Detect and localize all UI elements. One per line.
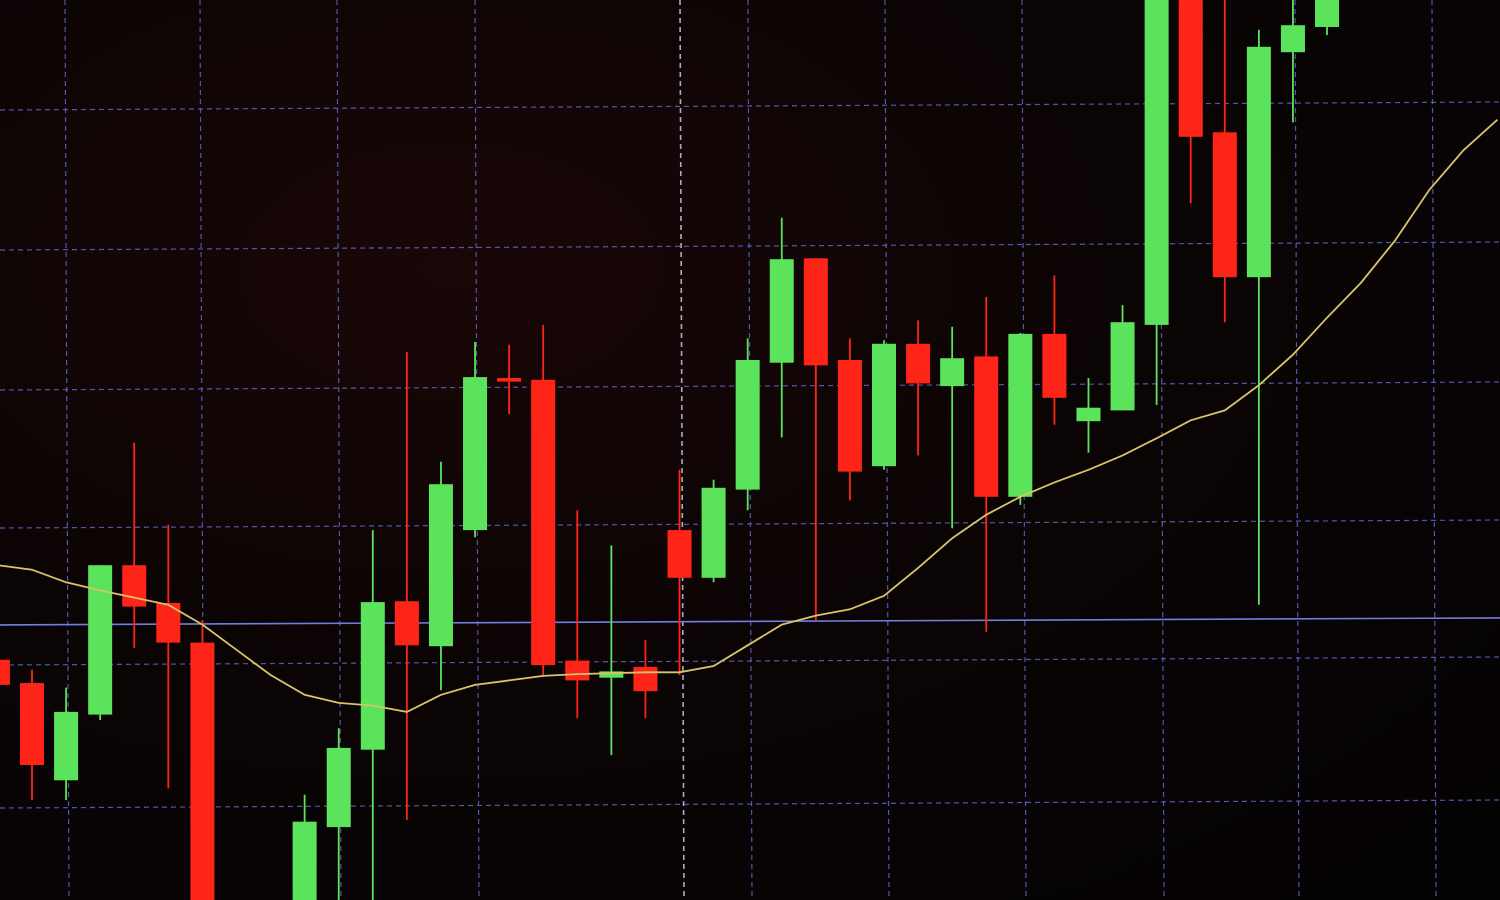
moving-average-line — [0, 119, 1499, 713]
candle-body-down — [974, 356, 999, 497]
candle-body-down — [20, 683, 44, 765]
grid-line-horizontal — [0, 656, 1500, 666]
candle-body-up — [872, 343, 896, 467]
candle-body-down — [0, 659, 10, 685]
candle-body-up — [1110, 322, 1135, 411]
candle-body-up — [599, 671, 624, 678]
candle-body-down — [1212, 132, 1237, 278]
candle-body-up — [1246, 46, 1271, 278]
grid-line-horizontal — [0, 519, 1500, 529]
candle-body-up — [54, 711, 79, 781]
horizontal-level-line — [0, 617, 1500, 626]
candle-body-up — [735, 360, 760, 490]
candle-body-down — [531, 379, 556, 666]
candle-body-down — [803, 258, 828, 366]
grid-line-horizontal — [0, 101, 1500, 111]
candle-body-up — [428, 484, 453, 647]
grid-line-vertical — [1431, 0, 1437, 900]
candle-body-up — [1144, 0, 1169, 325]
candle-body-up — [360, 602, 385, 750]
candle-body-down — [122, 565, 147, 607]
candle-body-down — [837, 360, 862, 472]
level-line-layer — [0, 617, 1500, 626]
grid-line-horizontal — [0, 241, 1500, 251]
candle-body-down — [633, 666, 658, 692]
candle-body-up — [292, 821, 317, 900]
candle-body-down — [565, 660, 590, 681]
grid-line-vertical — [679, 0, 685, 900]
moving-average-layer — [0, 119, 1499, 713]
candles — [0, 0, 1340, 900]
candle-body-down — [906, 343, 931, 384]
candle-body-up — [326, 747, 351, 828]
candle-body-up — [1008, 333, 1033, 497]
grid-line-vertical — [1294, 0, 1300, 900]
grid-line-vertical — [1159, 0, 1165, 900]
candle-body-down — [394, 601, 419, 646]
candle-body-down — [190, 642, 215, 900]
candle-body-down — [1178, 0, 1203, 137]
candle-body-down — [1042, 333, 1067, 398]
candle-body-down — [667, 530, 692, 578]
candle-body-up — [463, 377, 488, 531]
candle-body-up — [1076, 407, 1101, 422]
candle-body-up — [940, 358, 965, 387]
candle-body-down — [497, 378, 522, 382]
grid-line-horizontal — [0, 799, 1500, 809]
candle-body-up — [769, 259, 794, 363]
candle-body-up — [701, 487, 726, 578]
candle-body-up — [1280, 25, 1305, 53]
candle-body-up — [1315, 0, 1340, 27]
